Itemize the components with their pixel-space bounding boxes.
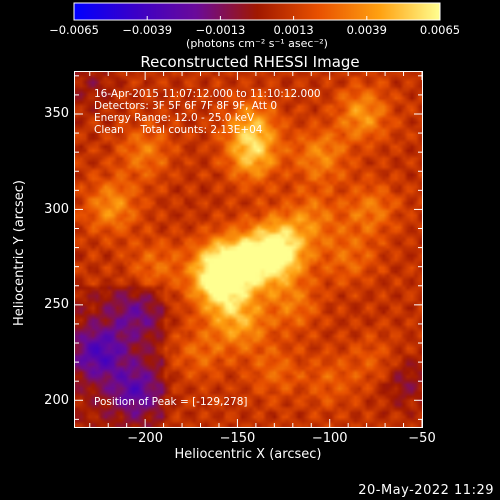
colorbar-tick-label: 0.0065 (419, 23, 461, 37)
y-tick-label: 200 (44, 392, 69, 408)
x-tick-label: −50 (408, 431, 436, 446)
peak-position-label: Position of Peak = [-129,278] (94, 396, 248, 408)
colorbar-units-label: (photons cm⁻² s⁻¹ asec⁻²) (186, 37, 328, 50)
x-axis-label: Heliocentric X (arcsec) (174, 447, 322, 462)
colorbar-ticks (73, 16, 441, 20)
colorbar-tick-label: 0.0039 (346, 23, 387, 37)
axis-ticks (75, 72, 423, 427)
chart-title: Reconstructed RHESSI Image (140, 53, 360, 71)
x-tick-label: −100 (311, 431, 348, 446)
render-timestamp: 20-May-2022 11:29 (358, 483, 494, 498)
y-tick-label: 300 (44, 201, 69, 217)
y-axis-label-text: Heliocentric Y (arcsec) (12, 180, 27, 326)
y-axis-label: Heliocentric Y (arcsec) (12, 34, 27, 326)
colorbar (73, 2, 441, 21)
y-tick-label: 350 (44, 106, 69, 122)
y-tick-label: 250 (44, 297, 69, 313)
colorbar-tick-label: −0.0065 (49, 23, 99, 37)
annotation-detectors: Detectors: 3F 5F 6F 7F 8F 9F, Att 0 (94, 100, 278, 112)
annotation-total-counts: Clean Total counts: 2.13E+04 (94, 124, 263, 136)
annotation-time-range: 16-Apr-2015 11:07:12.000 to 11:10:12.000 (94, 88, 321, 100)
heatmap-image (75, 72, 422, 427)
x-tick-label: −200 (127, 431, 163, 446)
annotation-energy-range: Energy Range: 12.0 - 25.0 keV (94, 112, 255, 124)
colorbar-tick-label: −0.0039 (122, 23, 173, 37)
plot-frame (74, 71, 423, 428)
colorbar-tick-label: −0.0013 (195, 23, 246, 37)
colorbar-tick-label: 0.0013 (273, 23, 314, 37)
x-tick-label: −150 (219, 431, 256, 446)
